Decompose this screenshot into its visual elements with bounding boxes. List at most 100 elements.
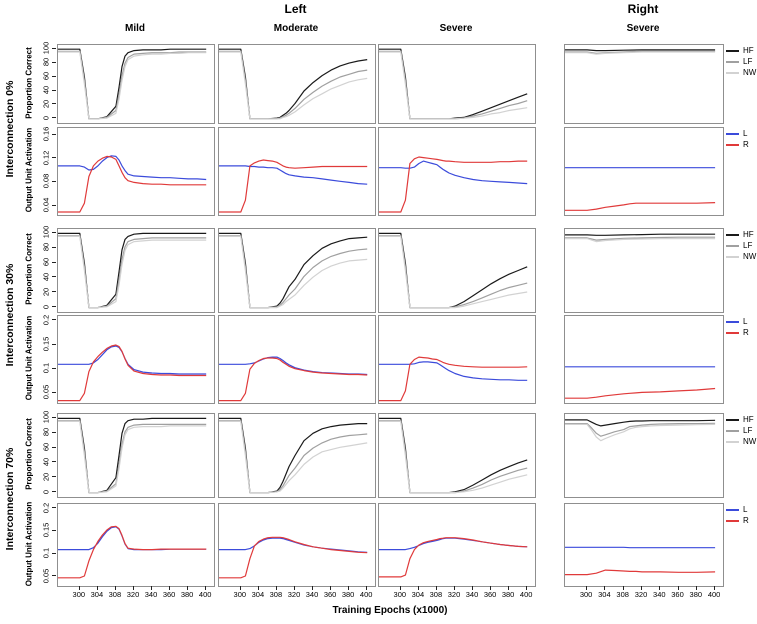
- y-tick-label: 0.15: [41, 522, 51, 538]
- series-line-lf: [219, 50, 368, 120]
- line-chart-panel-row6-col2: [218, 503, 376, 587]
- series-line-lf: [58, 235, 207, 309]
- legend-entry-hf: HF: [726, 46, 754, 56]
- y-tick-label: 0: [41, 115, 51, 120]
- y-tick-mark: [52, 491, 56, 493]
- series-line-l: [379, 160, 528, 185]
- line-chart-panel-row1-col3: [378, 44, 536, 124]
- y-tick-label: 40: [41, 457, 51, 467]
- x-tick-mark: [330, 586, 332, 590]
- x-tick-mark: [169, 586, 171, 590]
- line-chart-panel-row1-col2: [218, 44, 376, 124]
- legend-entry-l: L: [726, 505, 747, 515]
- y-tick-label: 0.05: [41, 568, 51, 584]
- line-chart-panel-row3-col1: [57, 228, 215, 313]
- x-tick-label: 340: [653, 590, 666, 599]
- legend-entry-r: R: [726, 140, 749, 150]
- legend-label: NW: [743, 437, 757, 446]
- line-chart-panel-row6-col4: [564, 503, 724, 587]
- line-chart-panel-row2-col1: [57, 127, 215, 216]
- legend-line-swatch: [726, 50, 739, 52]
- series-line-hf: [58, 48, 207, 120]
- y-tick-label: 100: [41, 411, 51, 424]
- x-tick-label: 380: [501, 590, 515, 599]
- series-line-hf: [565, 419, 716, 427]
- legend-line-swatch: [726, 332, 739, 334]
- x-tick-mark: [205, 586, 207, 590]
- x-tick-mark: [490, 586, 492, 590]
- series-line-lf: [565, 422, 716, 437]
- legend-entry-r: R: [726, 328, 749, 338]
- legend-label: NW: [743, 252, 757, 261]
- series-line-nw: [219, 51, 368, 120]
- x-tick-mark: [472, 586, 473, 590]
- series-line-r: [219, 536, 368, 579]
- legend-label: L: [743, 505, 748, 514]
- legend-entry-nw: NW: [726, 252, 756, 262]
- line-chart-panel-row1-col4: [564, 44, 724, 124]
- legend-label: R: [743, 140, 749, 149]
- y-tick-mark: [52, 343, 56, 345]
- x-tick-label: 320: [447, 590, 461, 599]
- column-header-severe-right: Severe: [626, 23, 660, 34]
- x-tick-mark: [586, 586, 588, 590]
- x-tick-mark: [312, 586, 313, 590]
- series-line-hf: [379, 417, 528, 494]
- legend-line-swatch: [726, 61, 739, 63]
- y-tick-mark: [52, 391, 56, 393]
- x-tick-label: 300: [393, 590, 407, 599]
- series-line-r: [565, 202, 716, 211]
- y-tick-label: 40: [41, 85, 51, 95]
- series-line-nw: [219, 235, 368, 309]
- legend-entry-lf: LF: [726, 426, 752, 436]
- legend-entry-l: L: [726, 129, 747, 139]
- series-line-l: [58, 155, 207, 181]
- y-tick-label: 60: [41, 257, 51, 267]
- legend-label: LF: [743, 426, 753, 435]
- series-line-hf: [565, 49, 716, 52]
- line-chart-panel-row5-col1: [57, 413, 215, 498]
- y-tick-mark: [52, 552, 56, 554]
- y-tick-label: 0.04: [41, 197, 51, 213]
- x-tick-label: 300: [72, 590, 86, 599]
- series-line-lf: [379, 420, 528, 494]
- y-tick-mark: [52, 431, 56, 433]
- x-tick-mark: [78, 586, 80, 590]
- series-line-nw: [58, 420, 207, 494]
- series-line-r: [379, 156, 528, 213]
- legend-line-swatch: [726, 234, 739, 236]
- series-line-r: [58, 525, 207, 579]
- x-tick-mark: [604, 586, 606, 590]
- x-tick-label: 300: [233, 590, 247, 599]
- legend-label: L: [743, 317, 748, 326]
- legend-entry-r: R: [726, 516, 749, 526]
- y-tick-mark: [52, 103, 56, 105]
- column-group-title-right: Right: [627, 2, 659, 16]
- y-tick-mark: [52, 306, 56, 308]
- series-line-lf: [565, 50, 716, 54]
- x-tick-label: 300: [579, 590, 593, 599]
- line-chart-panel-row1-col1: [57, 44, 215, 124]
- x-tick-mark: [133, 586, 134, 590]
- x-tick-label: 380: [689, 590, 703, 599]
- x-tick-mark: [454, 586, 455, 590]
- line-chart-panel-row4-col4: [564, 315, 724, 404]
- y-tick-label: 80: [41, 428, 51, 437]
- y-tick-mark: [52, 529, 56, 531]
- legend-entry-l: L: [726, 317, 747, 327]
- x-tick-label: 360: [323, 590, 337, 599]
- legend-entry-hf: HF: [726, 415, 754, 425]
- series-line-r: [219, 159, 368, 213]
- y-tick-label: 20: [41, 99, 51, 109]
- x-tick-label: 340: [305, 590, 319, 599]
- legend-entry-lf: LF: [726, 57, 752, 67]
- x-tick-mark: [659, 586, 661, 590]
- series-line-nw: [379, 420, 528, 494]
- y-tick-mark: [52, 261, 56, 263]
- legend-entry-lf: LF: [726, 241, 752, 251]
- x-tick-mark: [275, 586, 277, 590]
- x-tick-mark: [114, 586, 116, 590]
- x-tick-label: 380: [180, 590, 194, 599]
